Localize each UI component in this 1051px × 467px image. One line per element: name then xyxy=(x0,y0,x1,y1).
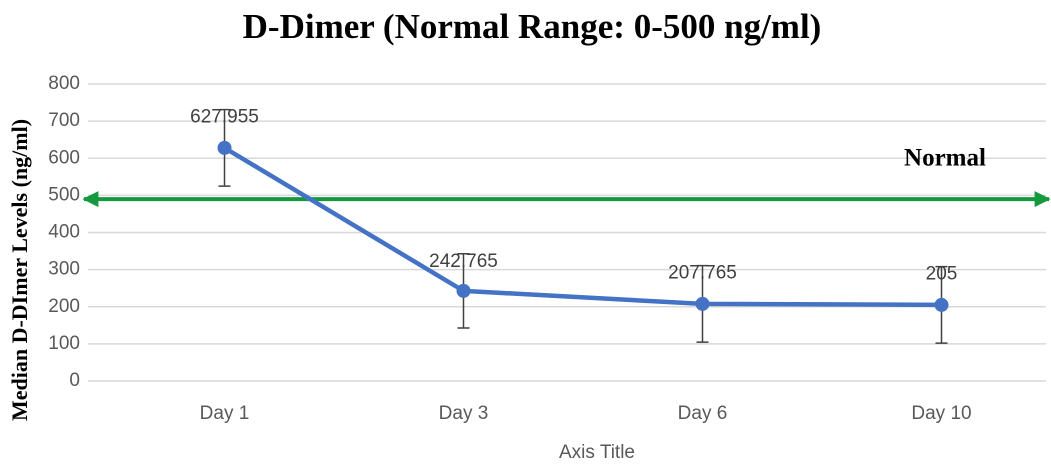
chart-title: D-Dimer (Normal Range: 0-500 ng/ml) xyxy=(243,7,822,46)
data-point xyxy=(456,283,471,298)
data-label: 627.955 xyxy=(190,107,259,128)
x-tick-label: Day 6 xyxy=(678,403,728,424)
x-tick-label: Day 10 xyxy=(911,403,971,424)
y-tick-label: 100 xyxy=(48,333,80,354)
y-axis-title: Median D-DImer Levels (ng/ml) xyxy=(7,119,32,421)
y-tick-label: 300 xyxy=(48,259,80,280)
data-point xyxy=(934,297,949,312)
y-tick-label: 500 xyxy=(48,184,80,205)
x-tick-label: Day 3 xyxy=(439,403,489,424)
y-tick-label: 200 xyxy=(48,296,80,317)
y-tick-label: 600 xyxy=(48,147,80,168)
data-label: 242.765 xyxy=(429,251,498,272)
y-tick-label: 0 xyxy=(69,370,80,391)
y-tick-label: 400 xyxy=(48,222,80,243)
data-label: 205 xyxy=(926,264,958,285)
data-label: 207.765 xyxy=(668,263,737,284)
data-point xyxy=(217,140,232,155)
y-tick-label: 700 xyxy=(48,110,80,131)
x-axis-title: Axis Title xyxy=(559,442,635,463)
data-point xyxy=(695,296,710,311)
y-tick-label: 800 xyxy=(48,73,80,94)
reference-label: Normal xyxy=(904,145,986,172)
x-tick-label: Day 1 xyxy=(200,403,250,424)
series-line xyxy=(223,145,942,308)
